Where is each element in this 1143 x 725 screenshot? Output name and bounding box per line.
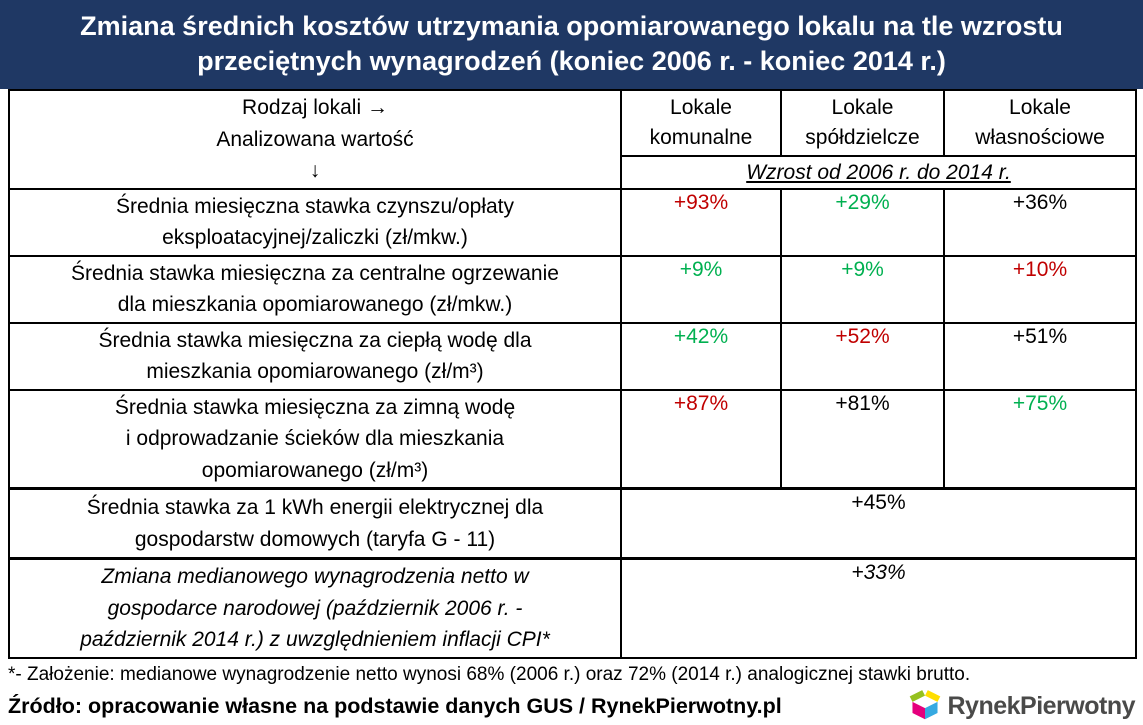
value-cell: +36% — [943, 187, 1137, 257]
value-cell: +10% — [943, 254, 1137, 324]
value-cell: +81% — [780, 388, 945, 490]
value-cell: +75% — [943, 388, 1137, 490]
merged-value-cell: +45% — [620, 487, 1137, 560]
merged-row-electricity: Średnia stawka za 1 kWh energii elektryc… — [8, 487, 1137, 560]
row-label: Średnia stawka miesięczna za zimną wodę … — [8, 388, 622, 490]
row-label: Zmiana medianowego wynagrodzenia netto w… — [8, 557, 622, 659]
column-header-lokale-spoldzielcze: Lokale spółdzielcze — [780, 89, 945, 158]
source-line: Źródło: opracowanie własne na podstawie … — [8, 694, 782, 719]
table-row: Średnia stawka miesięczna za ciepłą wodę… — [8, 321, 1137, 391]
row-label: Średnia miesięczna stawka czynszu/opłaty… — [8, 187, 622, 257]
value-cell: +52% — [780, 321, 945, 391]
rynekpierwotny-logo-text: RynekPierwotny — [947, 692, 1135, 721]
table-row: Średnia stawka miesięczna za centralne o… — [8, 254, 1137, 324]
value-cell: +51% — [943, 321, 1137, 391]
value-cell: +29% — [780, 187, 945, 257]
merged-value-cell: +33% — [620, 557, 1137, 659]
table-row: Średnia miesięczna stawka czynszu/opłaty… — [8, 187, 1137, 257]
value-cell: +87% — [620, 388, 782, 490]
merged-row-median-wage: Zmiana medianowego wynagrodzenia netto w… — [8, 557, 1137, 659]
table-row: Średnia stawka miesięczna za zimną wodę … — [8, 388, 1137, 490]
cost-comparison-table: Rodzaj lokali → Analizowana wartość ↓ Lo… — [8, 89, 1137, 659]
footnote: *- Założenie: medianowe wynagrodzenie ne… — [8, 663, 971, 685]
growth-period-subheader: Wzrost od 2006 r. do 2014 r. — [620, 155, 1137, 190]
row-label: Średnia stawka miesięczna za ciepłą wodę… — [8, 321, 622, 391]
header-row: Rodzaj lokali → Analizowana wartość ↓ Lo… — [8, 89, 1137, 190]
value-cell: +9% — [620, 254, 782, 324]
rynekpierwotny-logo: RynekPierwotny — [908, 688, 1135, 725]
row-label: Średnia stawka miesięczna za centralne o… — [8, 254, 622, 324]
value-cell: +93% — [620, 187, 782, 257]
column-header-lokale-wlasnosciowe: Lokale własnościowe — [943, 89, 1137, 158]
row-label: Średnia stawka za 1 kWh energii elektryc… — [8, 487, 622, 560]
rynekpierwotny-house-icon — [908, 688, 942, 725]
value-cell: +9% — [780, 254, 945, 324]
corner-header: Rodzaj lokali → Analizowana wartość ↓ — [8, 89, 622, 190]
column-header-lokale-komunalne: Lokale komunalne — [620, 89, 782, 158]
footer-row: Źródło: opracowanie własne na podstawie … — [8, 688, 1135, 725]
subheader-row: Wzrost od 2006 r. do 2014 r. — [9, 155, 1137, 190]
value-cell: +42% — [620, 321, 782, 391]
page-title: Zmiana średnich kosztów utrzymania opomi… — [0, 0, 1143, 90]
